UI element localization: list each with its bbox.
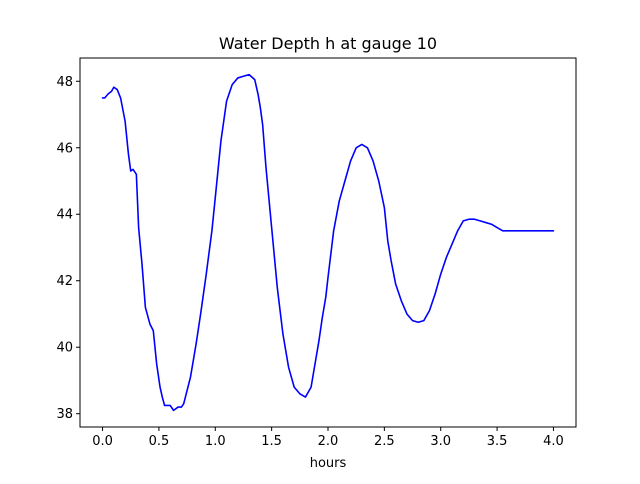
y-tick-label: 40	[56, 341, 73, 356]
x-tick-label: 3.0	[430, 434, 451, 449]
x-tick-label: 2.0	[318, 434, 339, 449]
x-axis-label: hours	[310, 456, 347, 471]
x-tick-label: 2.5	[374, 434, 395, 449]
x-tick-label: 4.0	[543, 434, 564, 449]
x-tick-label: 1.5	[261, 434, 282, 449]
x-tick-label: 1.0	[205, 434, 226, 449]
y-tick-label: 48	[56, 75, 73, 90]
chart-title: Water Depth h at gauge 10	[219, 34, 437, 53]
y-tick-label: 42	[56, 274, 73, 289]
y-tick-label: 38	[56, 407, 73, 422]
plot-area	[101, 73, 555, 412]
x-tick-label: 0.0	[92, 434, 113, 449]
y-axis: 38 40 42 44 46 48	[56, 75, 80, 422]
x-tick-label: 3.5	[487, 434, 508, 449]
x-axis: 0.0 0.5 1.0 1.5 2.0 2.5 3.0 3.5 4.0	[92, 427, 564, 449]
series-line-0	[101, 73, 555, 412]
y-tick-label: 44	[56, 208, 73, 223]
x-tick-label: 0.5	[149, 434, 170, 449]
y-tick-label: 46	[56, 141, 73, 156]
